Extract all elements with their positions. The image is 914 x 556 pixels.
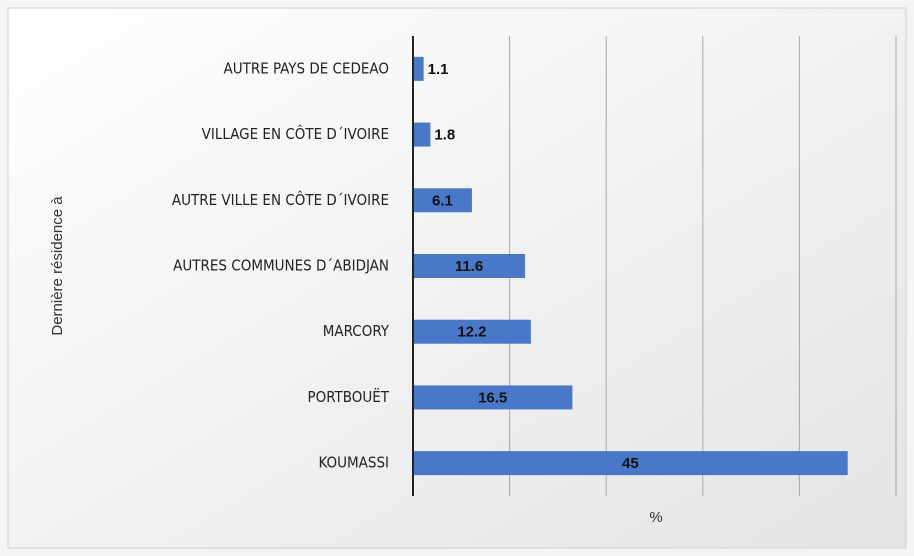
data-label: 11.6 <box>455 258 483 275</box>
y-tick-label: AUTRE VILLE EN CÔTE D´IVOIRE <box>172 190 389 209</box>
data-label: 6.1 <box>432 192 453 209</box>
y-tick-label: VILLAGE EN CÔTE D´IVOIRE <box>202 124 389 143</box>
bar <box>413 188 472 213</box>
bar <box>413 451 848 476</box>
data-label: 16.5 <box>478 389 507 406</box>
y-tick-label: AUTRE PAYS DE CEDEAO <box>223 59 389 77</box>
bar <box>413 385 573 410</box>
y-axis-label: Dernière résidence à <box>49 196 66 336</box>
data-label: 12.2 <box>457 324 486 341</box>
bar <box>413 254 526 278</box>
y-tick-label: PORTBOUËT <box>307 387 389 406</box>
x-axis-label: % <box>649 509 662 526</box>
y-tick-label: MARCORY <box>323 322 390 340</box>
y-tick-label: KOUMASSI <box>318 454 389 472</box>
bar <box>413 319 531 344</box>
data-label: 1.1 <box>428 61 449 78</box>
data-label: 45 <box>622 455 639 472</box>
bar <box>413 122 431 147</box>
y-tick-label: AUTRES COMMUNES D´ABIDJAN <box>173 257 389 275</box>
data-label: 1.8 <box>434 127 455 144</box>
bar <box>413 56 424 81</box>
